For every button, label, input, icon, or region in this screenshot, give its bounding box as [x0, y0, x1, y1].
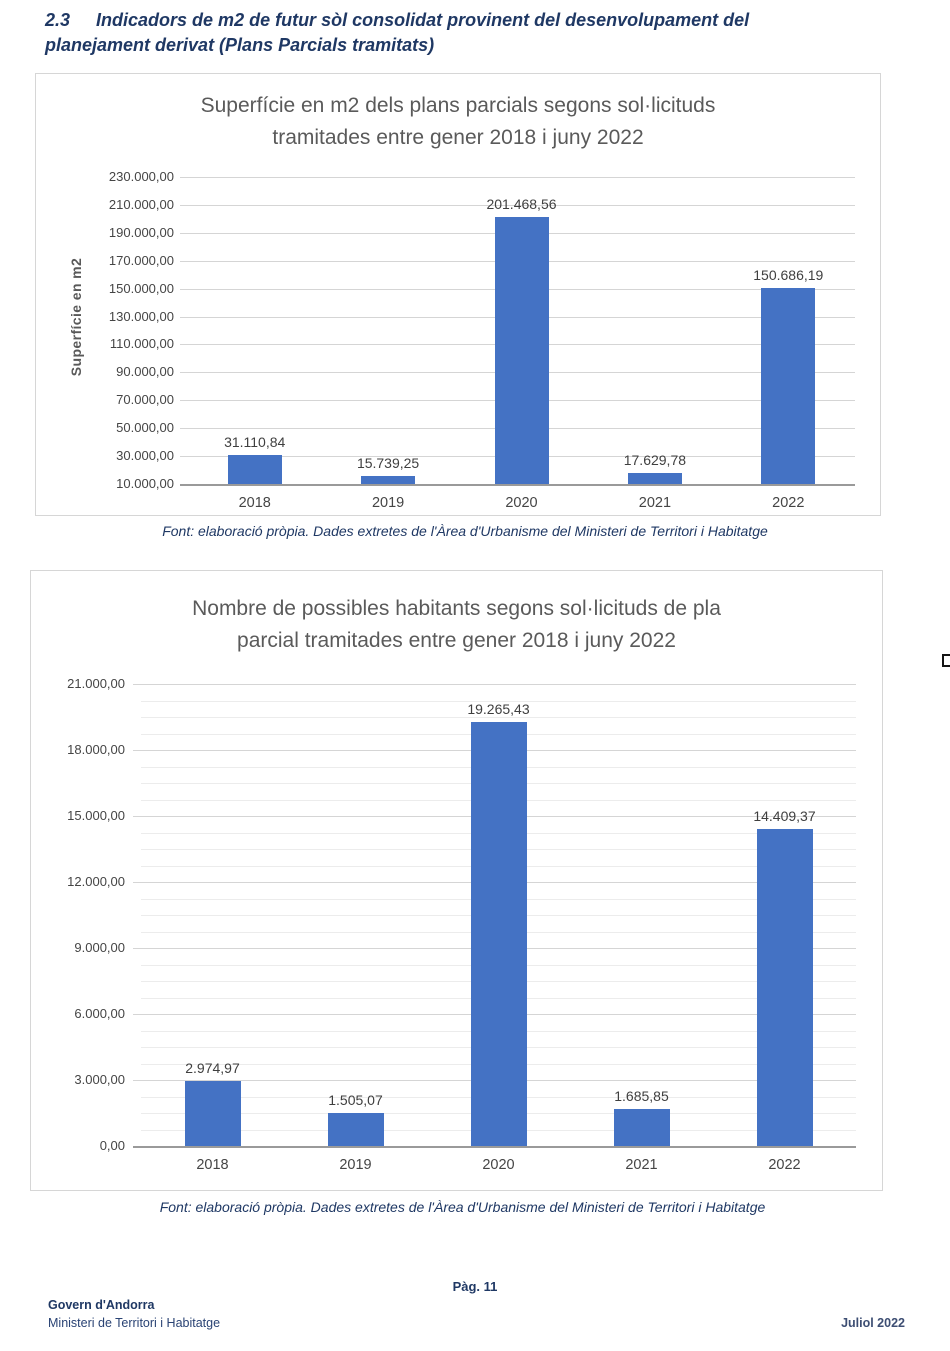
y-tick-label: 210.000,00 — [108, 196, 174, 212]
bar-2018 — [227, 454, 282, 484]
chart-title-line2: parcial tramitades entre gener 2018 i ju… — [237, 629, 676, 652]
x-axis-line — [133, 1146, 856, 1148]
y-tick-label: 230.000,00 — [108, 169, 174, 184]
y-tick-label: 18.000,00 — [67, 742, 125, 757]
y-tick-label: 0,00 — [99, 1138, 125, 1153]
section-heading-line1: Indicadors de m2 de futur sòl consolidat… — [96, 10, 750, 30]
y-tick-label: 150.000,00 — [108, 280, 174, 296]
section-heading: 2.3 Indicadors de m2 de futur sòl consoli… — [45, 8, 923, 58]
y-tick-label: 70.000,00 — [116, 392, 174, 408]
y-tick-label: 50.000,00 — [116, 420, 174, 436]
y-tick-label: 9.000,00 — [74, 940, 125, 955]
y-tick-label: 170.000,00 — [108, 252, 174, 268]
minor-gridline — [141, 700, 856, 702]
x-axis-label: 2020 — [505, 495, 538, 511]
major-gridline — [180, 177, 855, 178]
bar-value-label: 15.739,25 — [356, 454, 420, 471]
bar-value-label: 14.409,37 — [753, 807, 816, 824]
minor-gridline — [141, 717, 856, 718]
bar-value-label: 150.686,19 — [753, 266, 824, 283]
chart-title-line2: tramitades entre gener 2018 i juny 2022 — [272, 126, 644, 149]
bar-2022 — [761, 287, 816, 484]
bar-2019 — [361, 475, 416, 484]
chart-source-caption: Font: elaboració pròpia. Dades extretes … — [159, 1199, 766, 1215]
y-tick-label: 15.000,00 — [67, 808, 125, 823]
bar-value-label: 1.685,85 — [614, 1087, 669, 1104]
chart-frame-habitants: Nombre de possibles habitants segons sol… — [30, 570, 883, 1191]
y-tick-label: 90.000,00 — [116, 364, 174, 380]
bar-2019 — [327, 1112, 384, 1146]
bar-2018 — [184, 1080, 241, 1146]
chart-source-caption: Font: elaboració pròpia. Dades extretes … — [162, 523, 768, 539]
x-axis-label: 2021 — [638, 495, 672, 511]
chart-title: Superfície en m2 dels plans parcials seg… — [36, 90, 880, 154]
chart-title-line1: Nombre de possibles habitants segons sol… — [192, 597, 721, 620]
x-axis-label: 2020 — [482, 1157, 515, 1173]
section-number: 2.3 — [45, 10, 71, 30]
x-axis-label: 2022 — [772, 495, 805, 511]
y-tick-label: 3.000,00 — [74, 1072, 125, 1087]
bar-value-label: 201.468,56 — [486, 195, 557, 212]
chart-title: Nombre de possibles habitants segons sol… — [31, 593, 882, 657]
y-tick-label: 130.000,00 — [108, 308, 174, 324]
y-tick-label: 6.000,00 — [74, 1006, 125, 1021]
y-tick-label: 30.000,00 — [116, 448, 174, 464]
x-axis-label: 2021 — [625, 1157, 658, 1173]
x-axis-label: 2019 — [339, 1157, 372, 1173]
missing-glyph-box-icon — [942, 654, 950, 667]
y-tick-label: 10.000,00 — [116, 476, 174, 491]
y-tick-label: 190.000,00 — [108, 224, 174, 240]
bar-value-label: 2.974,97 — [185, 1059, 240, 1076]
chart-title-line1: Superfície en m2 dels plans parcials seg… — [200, 94, 716, 117]
footer-date: Juliol 2022 — [841, 1316, 905, 1330]
bar-value-label: 1.505,07 — [328, 1091, 383, 1108]
y-tick-label: 110.000,00 — [109, 336, 174, 352]
x-axis-label: 2022 — [768, 1157, 801, 1173]
chart-frame-superficie: Superfície en m2 dels plans parcials seg… — [35, 73, 881, 516]
bar-2022 — [756, 828, 813, 1146]
y-tick-label: 12.000,00 — [67, 874, 125, 889]
y-tick-label: 21.000,00 — [67, 676, 125, 691]
major-gridline — [133, 684, 856, 685]
page-number: Pàg. 11 — [452, 1279, 498, 1294]
footer-organization: Govern d'Andorra — [48, 1298, 155, 1312]
bar-value-label: 17.629,78 — [623, 452, 687, 469]
x-axis-label: 2018 — [238, 495, 271, 511]
x-axis-line — [180, 484, 855, 486]
bar-2021 — [627, 473, 682, 484]
bar-value-label: 19.265,43 — [467, 701, 530, 718]
major-gridline — [180, 204, 855, 206]
bar-2021 — [613, 1108, 670, 1146]
x-axis-label: 2018 — [196, 1157, 229, 1173]
section-heading-line2: planejament derivat (Plans Parcials tram… — [45, 35, 435, 55]
x-axis-label: 2019 — [371, 495, 405, 511]
bar-2020 — [494, 216, 549, 484]
footer-department: Ministeri de Territori i Habitatge — [48, 1316, 221, 1330]
bar-value-label: 31.110,84 — [224, 433, 286, 450]
bar-2020 — [470, 722, 527, 1146]
